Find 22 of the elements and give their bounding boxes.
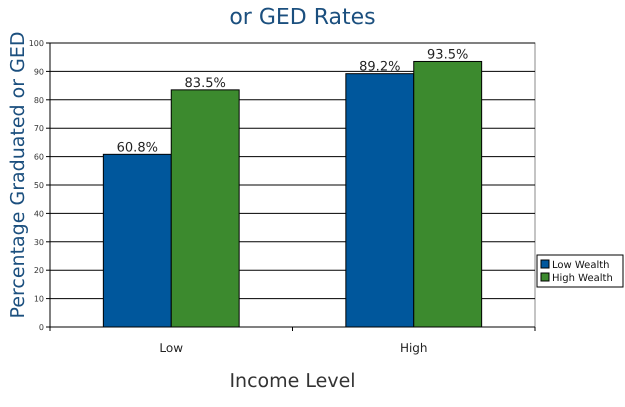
y-tick-label: 80: [34, 96, 44, 105]
data-label: 89.2%: [359, 60, 400, 75]
data-label: 60.8%: [116, 140, 158, 156]
x-axis-title: Income Level: [229, 370, 356, 392]
y-tick-label: 60: [34, 152, 44, 162]
y-axis-title: Percentage Graduated or GED: [7, 32, 29, 318]
x-tick-label: High: [400, 341, 428, 355]
y-tick-label: 10: [34, 294, 44, 304]
y-tick-label: 30: [34, 238, 44, 247]
y-tick-label: 0: [38, 323, 44, 332]
y-tick-label: 20: [34, 266, 44, 276]
x-tick-label: Low: [159, 341, 184, 355]
legend-label: Low Wealth: [552, 260, 610, 271]
chart-title: or GED Rates: [229, 5, 376, 30]
data-label: 93.5%: [427, 47, 468, 62]
y-tick-label: 100: [28, 39, 44, 48]
data-label: 83.5%: [184, 76, 226, 91]
y-tick-label: 40: [34, 209, 44, 218]
y-tick-label: 70: [34, 124, 44, 134]
y-tick-label: 90: [34, 67, 44, 76]
legend-label: High Wealth: [552, 273, 613, 284]
y-tick-label: 50: [34, 181, 44, 190]
